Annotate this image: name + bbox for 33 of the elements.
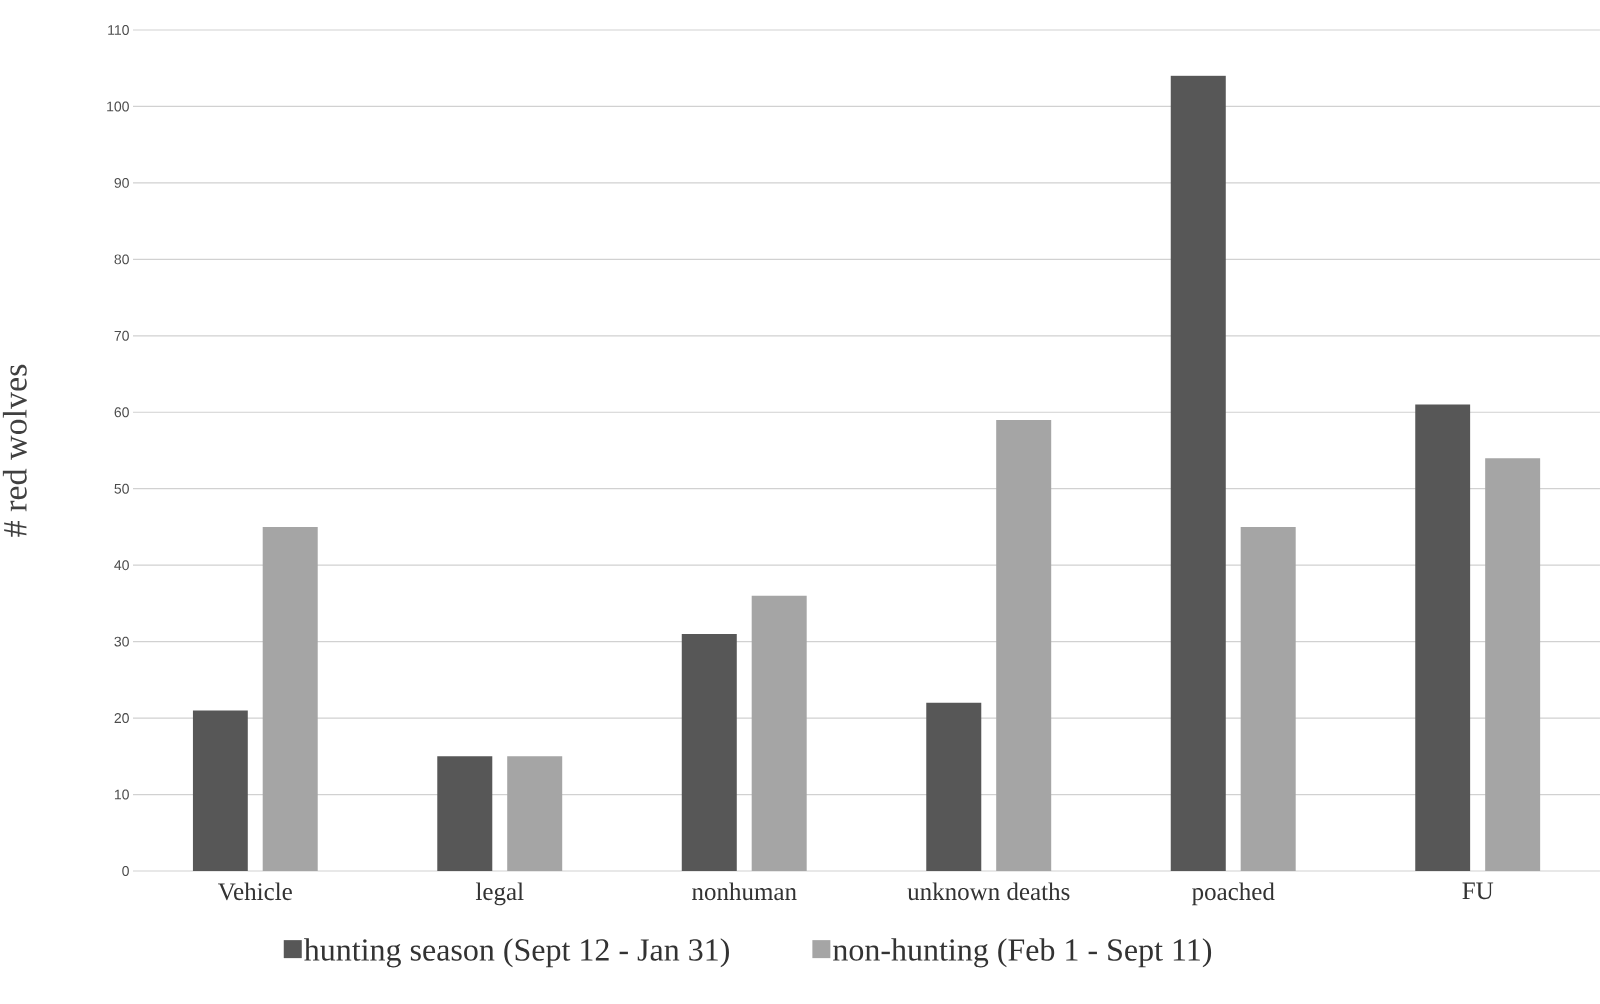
y-tick-label: 30 (114, 636, 129, 647)
y-tick-label: 70 (114, 330, 129, 341)
x-tick-label: nonhuman (692, 882, 797, 901)
x-tick-label: legal (475, 882, 524, 906)
bar (1415, 404, 1471, 871)
x-tick-label: poached (1191, 882, 1275, 906)
legend-label: hunting season (Sept 12 - Jan 31) (304, 938, 729, 968)
bar (1240, 526, 1296, 871)
y-tick-label: 100 (107, 101, 129, 112)
bar (192, 710, 248, 871)
y-tick-label: 0 (122, 866, 129, 876)
y-tick-label: 90 (114, 177, 129, 188)
bar (751, 595, 807, 871)
bar (1485, 458, 1541, 871)
x-tick-label: Vehicle (218, 882, 292, 901)
bar (926, 702, 982, 871)
y-tick-label: 60 (114, 407, 129, 418)
y-tick-label: 20 (114, 713, 129, 724)
y-tick-label: 10 (114, 789, 129, 800)
bar (507, 756, 563, 871)
y-tick-label: 40 (114, 560, 129, 571)
bar (1170, 75, 1226, 871)
y-tick-label: 50 (114, 483, 129, 494)
bar (681, 633, 737, 871)
y-axis-title: # red wolves (2, 364, 27, 537)
y-tick-label: 110 (108, 25, 129, 35)
y-tick-label: 80 (114, 254, 129, 265)
bar (437, 756, 493, 871)
bar (996, 419, 1052, 871)
x-tick-label: FU (1462, 882, 1494, 900)
x-tick-label: unknown deaths (907, 882, 1070, 901)
bar (262, 526, 318, 871)
legend-label: non-hunting (Feb 1 - Sept 11) (833, 938, 1212, 968)
